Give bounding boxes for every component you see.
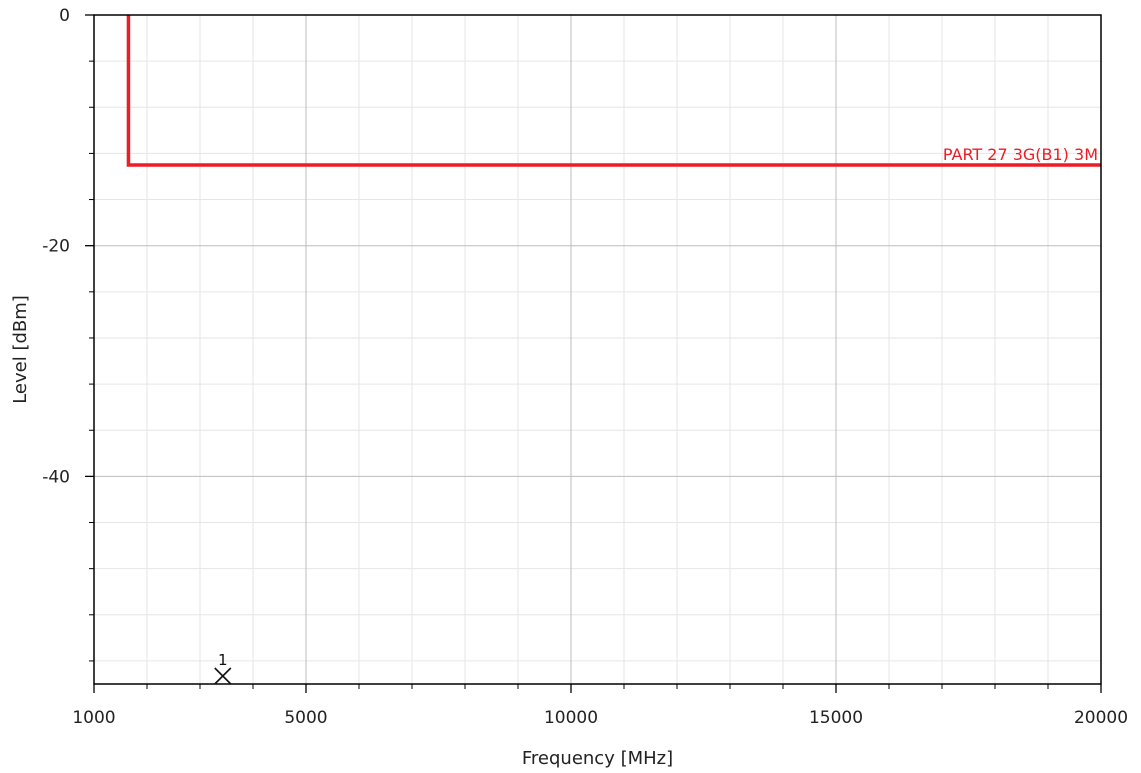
y-tick-label: 0 xyxy=(59,6,70,26)
minor-grid xyxy=(94,15,1101,684)
limit-line xyxy=(126,15,1101,167)
x-tick-label: 15000 xyxy=(809,708,863,728)
x-tick-label: 1000 xyxy=(72,708,115,728)
series-layer xyxy=(126,15,1101,167)
marker-cross xyxy=(214,667,232,685)
marker-label: 1 xyxy=(218,651,228,669)
annotation-layer: PART 27 3G(B1) 3M xyxy=(943,145,1098,164)
y-tick-label: -40 xyxy=(42,467,70,487)
major-grid xyxy=(93,14,1102,684)
x-tick-label: 5000 xyxy=(284,708,327,728)
limit-line-label: PART 27 3G(B1) 3M xyxy=(943,145,1098,164)
y-axis-title: Level [dBm] xyxy=(10,295,31,404)
plot-frame xyxy=(93,14,1102,685)
x-axis-title: Frequency [MHz] xyxy=(522,748,673,769)
y-axis: 0 -20 -40 xyxy=(42,6,94,662)
x-axis: 1000 5000 10000 15000 20000 xyxy=(72,684,1128,728)
y-tick-label: -20 xyxy=(42,237,70,257)
x-tick-label: 20000 xyxy=(1074,708,1128,728)
marker: 1 xyxy=(214,651,232,685)
marker-layer: 1 xyxy=(214,651,232,685)
x-tick-label: 10000 xyxy=(544,708,598,728)
